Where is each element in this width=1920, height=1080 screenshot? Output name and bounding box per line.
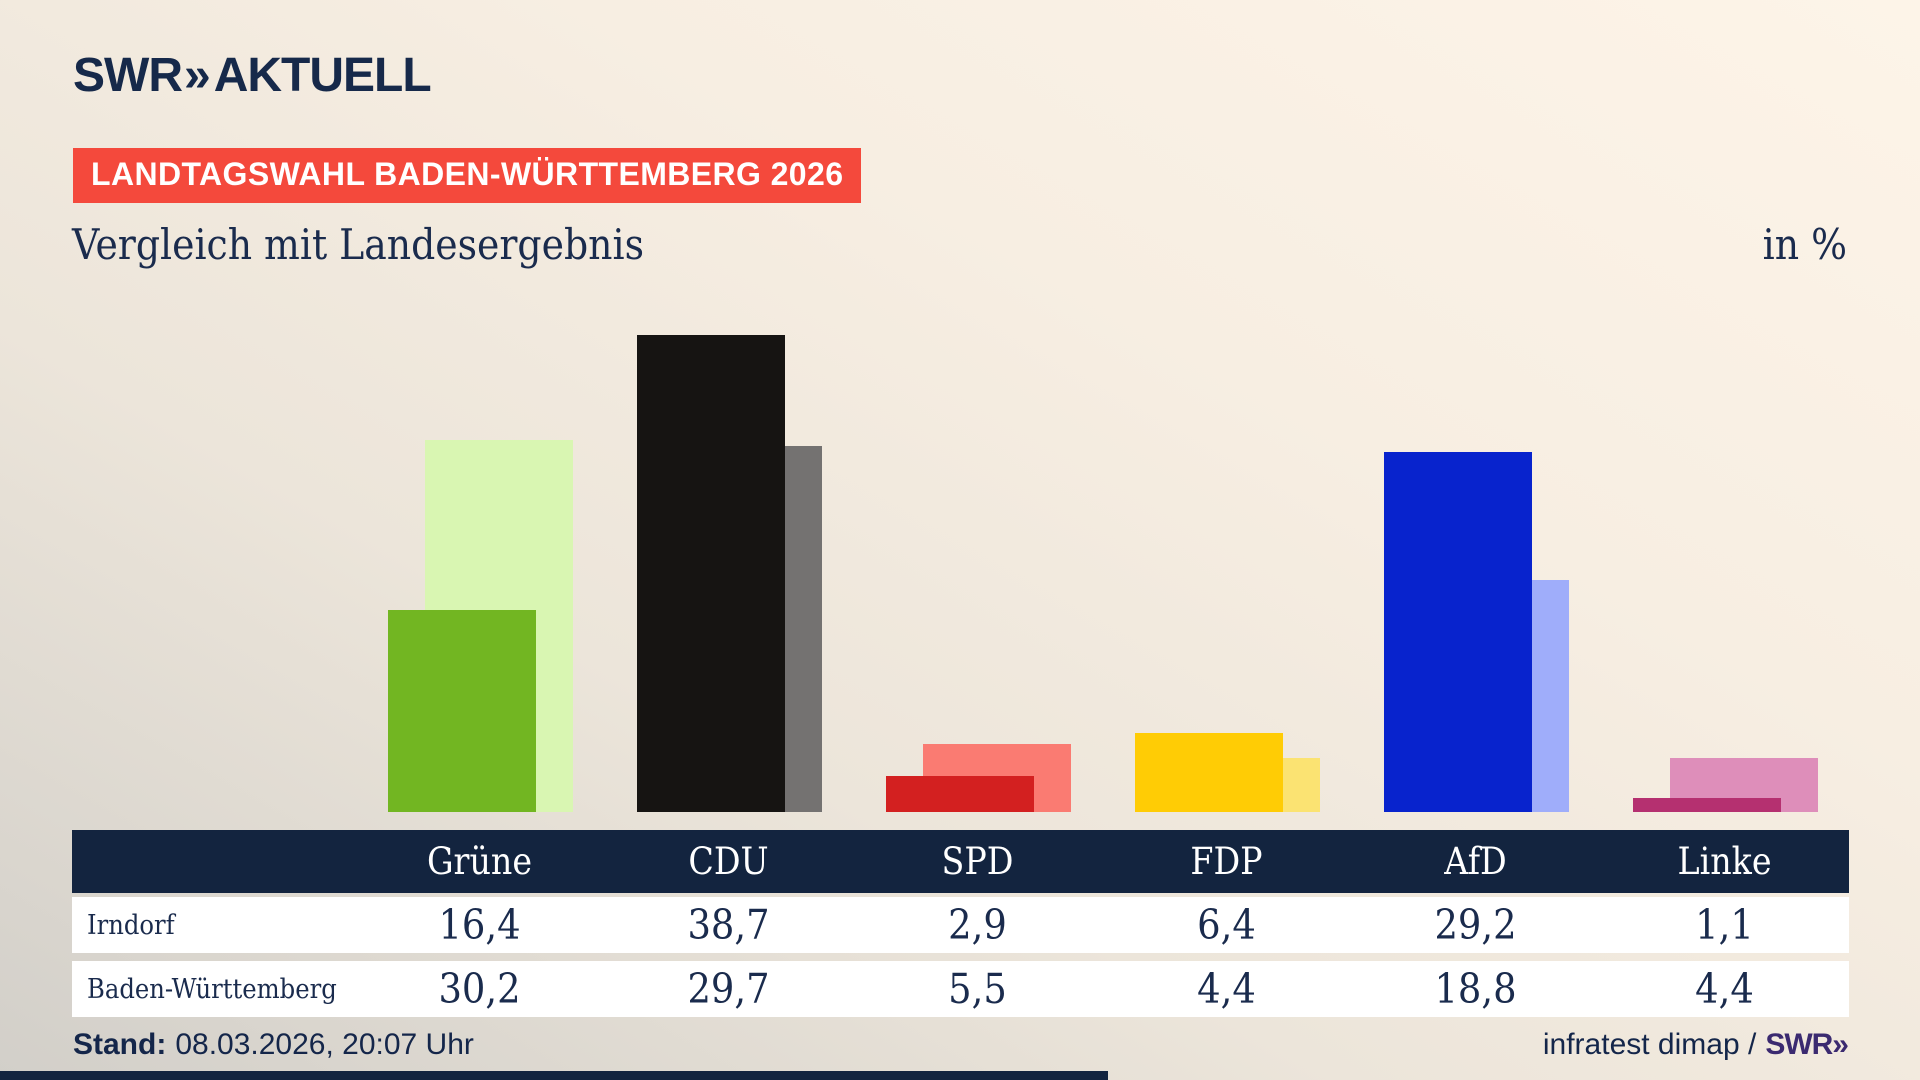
value-cell-CDU: 38,7 xyxy=(687,901,770,949)
value-cell-Linke: 1,1 xyxy=(1695,901,1754,949)
party-header-CDU: CDU xyxy=(688,840,769,883)
swr-aktuell-logo: SWR» AKTUELL xyxy=(73,48,432,103)
value-cell-AfD: 18,8 xyxy=(1434,965,1517,1013)
table-body: Irndorf 16,4 38,7 2,9 6,4 29,2 1,1 Baden-Württe… xyxy=(72,897,1849,1017)
source-attribution: infratest dimap / SWR» xyxy=(1542,1028,1849,1062)
stand-label: Stand: xyxy=(73,1028,167,1061)
double-chevron-icon: » xyxy=(183,49,211,102)
bottom-navy-bar xyxy=(0,1071,1108,1080)
value-cell-Grüne: 16,4 xyxy=(438,901,521,949)
results-table: Grüne CDU SPD FDP AfD Linke Irndorf 16,4 38,7 2,… xyxy=(72,830,1849,1017)
party-header-SPD: SPD xyxy=(941,840,1014,883)
party-header-Linke: Linke xyxy=(1677,840,1772,883)
table-row-Irndorf: Irndorf 16,4 38,7 2,9 6,4 29,2 1,1 xyxy=(72,897,1849,953)
logo-swr-text: SWR xyxy=(73,49,183,102)
grouped-bar-chart xyxy=(387,335,1818,812)
bar-local-CDU xyxy=(636,335,785,812)
party-header-FDP: FDP xyxy=(1190,840,1263,883)
stand-value: 08.03.2026, 20:07 Uhr xyxy=(175,1028,474,1061)
party-header-Grüne: Grüne xyxy=(426,840,533,883)
bar-local-FDP xyxy=(1134,733,1283,812)
bar-local-Linke xyxy=(1632,798,1781,812)
value-cell-SPD: 2,9 xyxy=(948,901,1007,949)
logo-aktuell-text: AKTUELL xyxy=(213,49,432,102)
value-cell-SPD: 5,5 xyxy=(948,965,1007,1013)
value-cell-FDP: 4,4 xyxy=(1197,965,1256,1013)
chart-title: Vergleich mit Landesergebnis xyxy=(72,220,644,269)
election-banner: LANDTAGSWAHL BADEN-WÜRTTEMBERG 2026 xyxy=(73,148,862,203)
value-cell-CDU: 29,7 xyxy=(687,965,770,1013)
value-cell-Grüne: 30,2 xyxy=(438,965,521,1013)
swr-brand-mark: SWR» xyxy=(1765,1028,1849,1061)
unit-label: in % xyxy=(1762,220,1847,269)
bar-local-Grüne xyxy=(387,610,536,812)
source-text: infratest dimap / xyxy=(1542,1028,1757,1061)
bar-local-SPD xyxy=(885,776,1034,812)
table-header-row: Grüne CDU SPD FDP AfD Linke xyxy=(72,830,1849,893)
row-label: Baden-Württemberg xyxy=(87,973,337,1005)
row-label: Irndorf xyxy=(87,909,175,941)
value-cell-FDP: 6,4 xyxy=(1197,901,1256,949)
value-cell-Linke: 4,4 xyxy=(1695,965,1754,1013)
timestamp: Stand: 08.03.2026, 20:07 Uhr xyxy=(73,1028,474,1062)
party-header-AfD: AfD xyxy=(1444,840,1507,883)
table-row-Baden-Württemberg: Baden-Württemberg 30,2 29,7 5,5 4,4 18,8 4,4 xyxy=(72,961,1849,1017)
value-cell-AfD: 29,2 xyxy=(1434,901,1517,949)
bar-local-AfD xyxy=(1383,452,1532,812)
